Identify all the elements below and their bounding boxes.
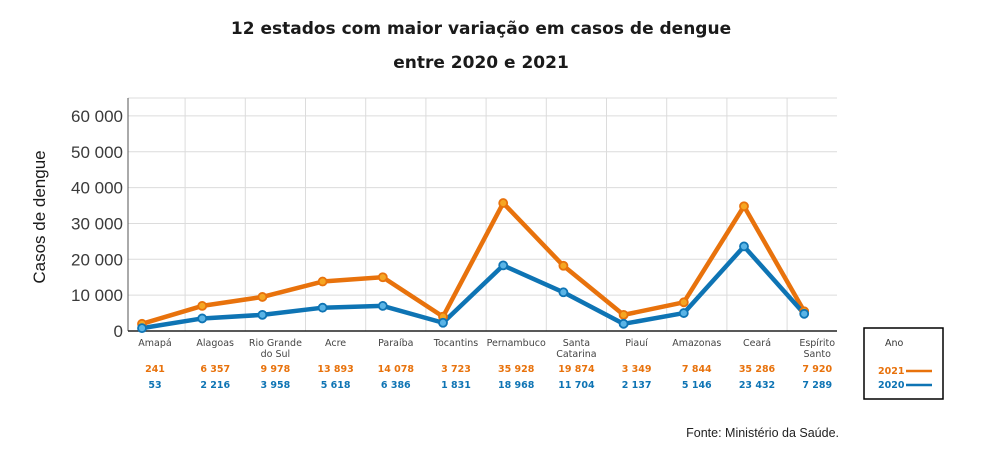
y-tick-label: 30 000: [71, 214, 123, 233]
value-label-2020: 53: [148, 380, 161, 391]
y-axis-label: Casos de dengue: [30, 150, 49, 283]
value-label-2020: 5 146: [682, 380, 712, 391]
value-label-2021: 7 920: [802, 364, 832, 375]
point-2020: [739, 241, 749, 252]
value-label-2021: 3 723: [441, 364, 471, 375]
x-tick-label: Santa Catarina: [556, 338, 596, 360]
point-2021: [739, 201, 749, 212]
x-tick-label: Acre: [325, 338, 346, 349]
x-tick-label: Amazonas: [672, 338, 721, 349]
point-2020: [438, 317, 448, 328]
value-label-2021: 13 893: [317, 364, 353, 375]
source-note: Fonte: Ministério da Saúde.: [686, 426, 839, 440]
y-tick-label: 60 000: [71, 107, 123, 126]
point-2020: [618, 318, 629, 329]
point-2020: [137, 323, 147, 334]
value-label-2020: 11 704: [558, 380, 595, 391]
legend: Ano 2021 2020: [863, 327, 944, 400]
point-2020: [799, 308, 810, 319]
chart-title-line-1: 12 estados com maior variação em casos d…: [231, 19, 731, 39]
series-line-2020: [139, 244, 807, 331]
legend-label-2020: 2020: [878, 380, 905, 391]
value-label-2021: 35 928: [498, 364, 535, 375]
series-line-2021: [139, 200, 807, 327]
x-tick-label: Tocantins: [433, 338, 478, 349]
value-label-2021: 9 978: [261, 364, 291, 375]
point-2021: [618, 309, 629, 320]
x-tick-label: Rio Grande do Sul: [249, 338, 302, 360]
point-2021: [317, 276, 328, 287]
x-tick-label: Alagoas: [196, 338, 234, 349]
value-label-2020: 18 968: [498, 380, 535, 391]
y-tick-label: 50 000: [71, 143, 123, 162]
value-label-2020: 3 958: [261, 380, 291, 391]
value-label-2021: 19 874: [558, 364, 595, 375]
x-tick-label: Espírito Santo: [799, 338, 835, 360]
point-2021: [678, 297, 689, 308]
point-2021: [498, 198, 509, 208]
value-label-2021: 7 844: [682, 364, 712, 375]
point-2020: [558, 287, 569, 298]
point-2020: [197, 313, 208, 324]
value-table: 241 6 357 9 978 13 893 14 078 3 723 35 928 19 8…: [145, 364, 832, 391]
point-2020: [678, 308, 689, 318]
x-tick-label: Ceará: [743, 338, 771, 349]
value-label-2020: 23 432: [739, 380, 775, 391]
value-label-2020: 7 289: [802, 380, 832, 391]
point-2020: [317, 302, 328, 313]
legend-box: [863, 327, 944, 400]
point-2021: [558, 260, 569, 271]
y-tick-label: 0: [114, 322, 123, 341]
value-label-2021: 241: [145, 364, 165, 375]
legend-label-2021: 2021: [878, 366, 904, 377]
x-tick-label: Piauí: [625, 338, 648, 349]
series-layer: [137, 198, 810, 334]
legend-title: Ano: [885, 338, 904, 349]
value-label-2021: 14 078: [378, 364, 415, 375]
value-label-2020: 1 831: [441, 380, 471, 391]
point-2020: [257, 309, 268, 320]
point-2021: [257, 292, 268, 302]
x-tick-label: Amapá: [138, 338, 171, 349]
value-label-2021: 6 357: [200, 364, 230, 375]
point-2020: [498, 260, 509, 271]
x-tick-label: Paraíba: [378, 338, 413, 349]
plot-frame: [127, 98, 837, 332]
y-tick-label: 20 000: [71, 250, 123, 269]
point-2020: [377, 301, 388, 311]
value-label-2020: 5 618: [321, 380, 351, 391]
point-2021: [377, 272, 388, 283]
grid: [128, 97, 837, 331]
y-tick-label: 10 000: [71, 286, 123, 305]
y-tick-label: 40 000: [71, 179, 123, 198]
value-label-2020: 2 216: [200, 380, 230, 391]
x-axis: Amapá Alagoas Rio Grande do Sul Acre Paraíba T…: [138, 338, 835, 360]
y-axis: 0 10 000 20 000 30 000 40 000 50 000 60 000: [71, 107, 123, 341]
point-2021: [197, 301, 208, 311]
chart-title-line-2: entre 2020 e 2021: [393, 53, 569, 73]
value-label-2020: 6 386: [381, 380, 411, 391]
x-tick-label: Pernambuco: [487, 338, 546, 349]
value-label-2021: 35 286: [739, 364, 776, 375]
value-label-2021: 3 349: [622, 364, 652, 375]
value-label-2020: 2 137: [622, 380, 652, 391]
